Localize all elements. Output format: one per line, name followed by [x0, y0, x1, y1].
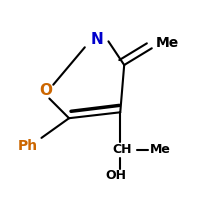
Text: Ph: Ph — [18, 139, 38, 153]
Text: O: O — [39, 83, 52, 98]
Text: N: N — [90, 32, 103, 47]
Text: CH: CH — [112, 143, 132, 156]
Text: Me: Me — [150, 143, 171, 156]
Text: Me: Me — [156, 36, 179, 50]
Text: OH: OH — [106, 169, 127, 182]
